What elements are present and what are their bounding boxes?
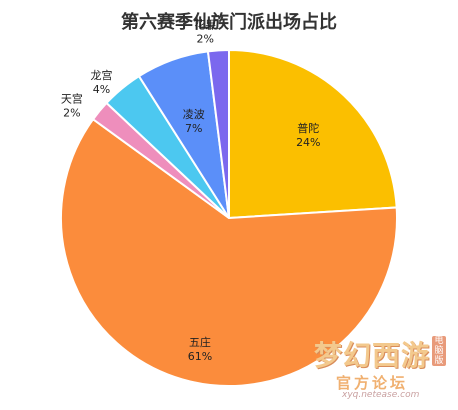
slice-percent-label: 24% bbox=[296, 136, 320, 149]
slice-name-label: 普陀 bbox=[297, 121, 319, 135]
slice-name-label: 五庄 bbox=[189, 335, 211, 349]
chart-title: 第六赛季仙族门派出场占比 bbox=[121, 12, 337, 33]
pie-slice-0 bbox=[228, 48, 398, 220]
watermark-side-text: 电脑版 bbox=[432, 336, 446, 366]
slice-label-2: 天宫2% bbox=[61, 92, 83, 120]
watermark-url: xyq.netease.com bbox=[342, 390, 420, 400]
watermark-sub-text: 官方论坛 bbox=[336, 374, 409, 392]
slice-name-label: 龙宫 bbox=[91, 68, 113, 82]
slice-name-label: 天宫 bbox=[61, 92, 83, 106]
slice-label-4: 凌波7% bbox=[183, 107, 205, 135]
slice-percent-label: 2% bbox=[63, 107, 80, 120]
slice-name-label: 花果 bbox=[194, 18, 216, 31]
watermark-main-text: 梦幻西游 bbox=[314, 339, 431, 372]
slice-name-label: 凌波 bbox=[183, 107, 205, 121]
slice-percent-label: 61% bbox=[188, 350, 212, 363]
slice-label-5: 花果2% bbox=[194, 18, 216, 45]
pie-slice-1 bbox=[60, 117, 398, 387]
slice-percent-label: 4% bbox=[93, 83, 110, 96]
watermark-logo: 梦幻西游 电脑版 官方论坛 xyq.netease.com bbox=[308, 324, 448, 404]
slice-percent-label: 7% bbox=[185, 122, 202, 135]
pie-slice-5 bbox=[206, 48, 230, 219]
slice-percent-label: 2% bbox=[196, 32, 213, 45]
slice-label-3: 龙宫4% bbox=[91, 68, 113, 96]
